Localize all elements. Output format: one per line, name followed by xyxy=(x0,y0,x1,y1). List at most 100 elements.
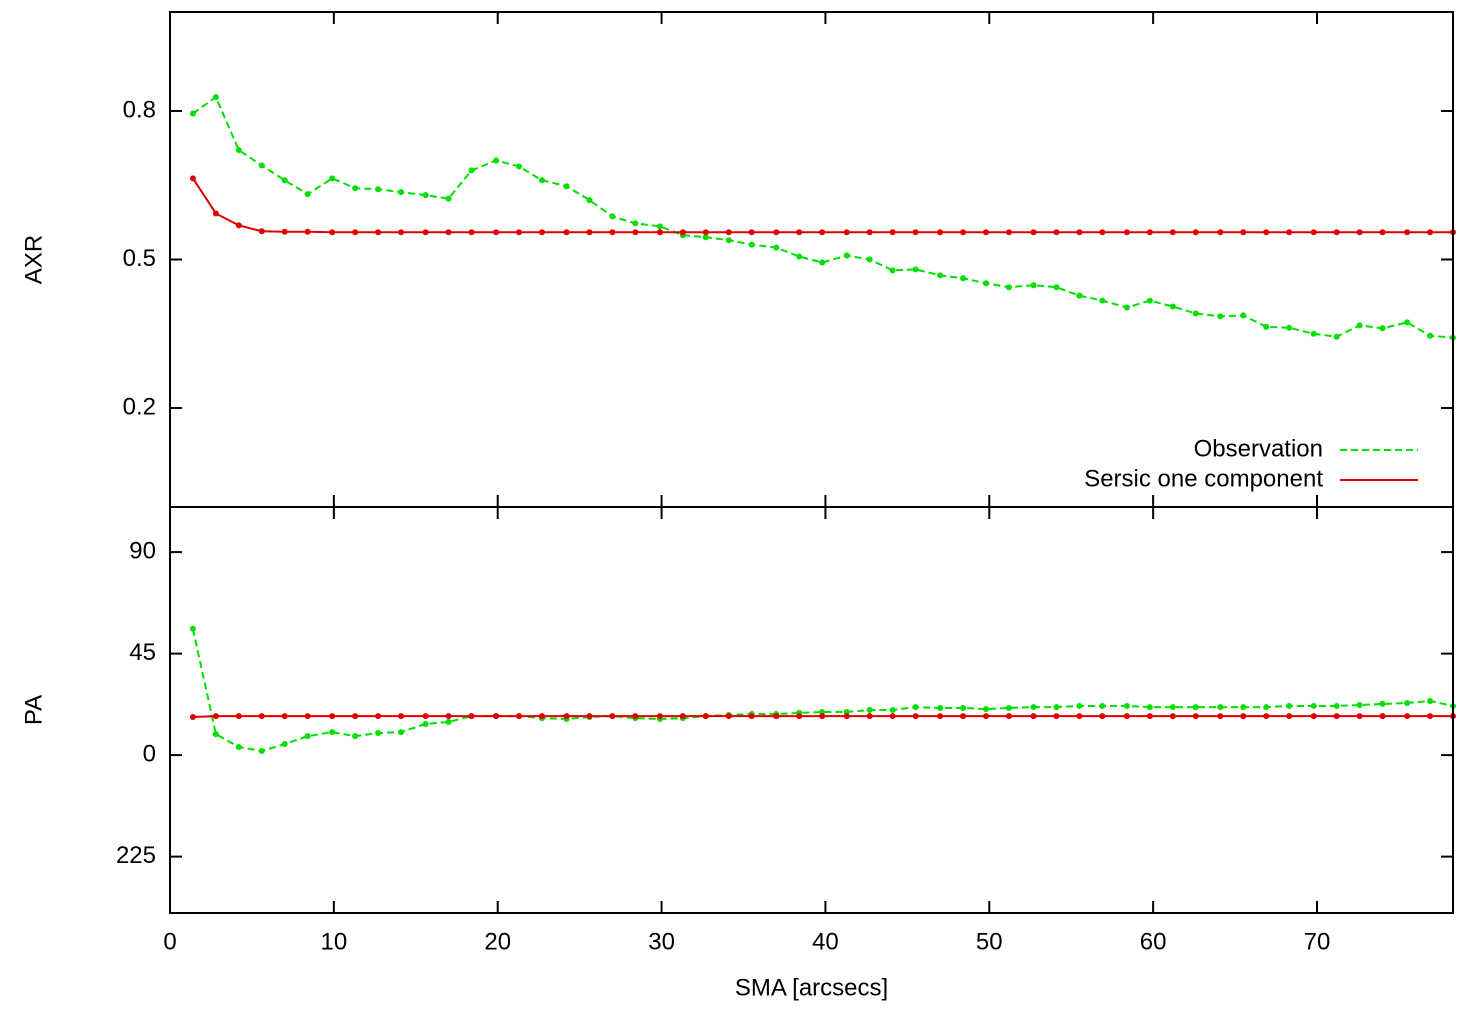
data-point xyxy=(398,729,405,736)
data-point xyxy=(773,713,780,720)
data-point xyxy=(1192,704,1199,711)
data-point xyxy=(912,704,919,711)
data-point xyxy=(1192,310,1199,317)
data-point xyxy=(329,729,336,736)
data-point xyxy=(1030,713,1037,720)
data-point xyxy=(281,713,288,720)
y-tick-label: 225 xyxy=(116,842,156,869)
data-point xyxy=(889,267,896,274)
data-point xyxy=(516,163,523,170)
data-point xyxy=(725,229,732,236)
data-point xyxy=(493,229,500,236)
data-point xyxy=(656,229,663,236)
data-point xyxy=(1192,713,1199,720)
data-point xyxy=(212,94,219,101)
data-point xyxy=(937,229,944,236)
data-point xyxy=(1123,702,1130,709)
data-point xyxy=(304,713,311,720)
y-tick-label: 45 xyxy=(129,639,156,666)
data-point xyxy=(1263,323,1270,330)
x-tick-label: 0 xyxy=(163,928,176,955)
data-point xyxy=(1427,697,1434,704)
data-point xyxy=(1379,700,1386,707)
data-point xyxy=(1286,713,1293,720)
data-point xyxy=(889,229,896,236)
x-tick-label: 10 xyxy=(321,928,348,955)
data-point xyxy=(281,177,288,184)
data-point xyxy=(329,713,336,720)
data-point xyxy=(352,733,359,740)
data-point xyxy=(796,713,803,720)
data-point xyxy=(1240,713,1247,720)
data-point xyxy=(609,213,616,220)
data-point xyxy=(866,713,873,720)
data-point xyxy=(937,713,944,720)
data-point xyxy=(1404,700,1411,707)
data-point xyxy=(235,713,242,720)
data-point xyxy=(258,748,265,755)
data-point xyxy=(1333,702,1340,709)
data-point xyxy=(1217,229,1224,236)
data-point xyxy=(1053,713,1060,720)
data-point xyxy=(352,185,359,192)
data-point xyxy=(1099,713,1106,720)
data-point xyxy=(773,229,780,236)
data-point xyxy=(937,704,944,711)
data-point xyxy=(773,244,780,251)
data-point xyxy=(375,730,382,737)
data-point xyxy=(1169,303,1176,310)
data-point xyxy=(889,707,896,713)
data-point xyxy=(445,195,452,202)
data-point xyxy=(1169,229,1176,236)
data-point xyxy=(983,713,990,720)
data-point xyxy=(960,704,967,711)
data-point xyxy=(819,229,826,236)
data-point xyxy=(1099,297,1106,304)
data-point xyxy=(468,713,475,720)
data-point xyxy=(1356,713,1363,720)
data-point xyxy=(1427,229,1434,236)
data-point xyxy=(235,222,242,229)
data-point xyxy=(702,234,709,241)
data-point xyxy=(445,718,452,725)
data-point xyxy=(445,713,452,720)
data-point xyxy=(679,713,686,720)
data-point xyxy=(748,241,755,248)
data-point xyxy=(304,191,311,198)
data-point xyxy=(375,186,382,193)
data-point xyxy=(304,228,311,235)
data-point xyxy=(1169,704,1176,711)
y-tick-label: 0.5 xyxy=(123,245,156,272)
data-point xyxy=(422,192,429,199)
data-point xyxy=(1356,322,1363,329)
data-point xyxy=(819,259,826,266)
data-point xyxy=(563,183,570,190)
data-point xyxy=(1310,713,1317,720)
data-line xyxy=(192,177,1453,234)
x-tick-label: 40 xyxy=(812,928,839,955)
data-point xyxy=(1076,292,1083,299)
data-point xyxy=(656,713,663,720)
data-point xyxy=(1053,704,1060,711)
data-point xyxy=(1146,229,1153,236)
data-point xyxy=(1217,313,1224,320)
data-point xyxy=(1404,229,1411,236)
x-tick-label: 70 xyxy=(1304,928,1331,955)
data-point xyxy=(1005,229,1012,236)
data-point xyxy=(983,229,990,236)
data-point xyxy=(212,713,219,720)
data-point xyxy=(1123,304,1130,311)
data-point xyxy=(352,229,359,236)
y-tick-label: 0 xyxy=(143,740,156,767)
data-point xyxy=(1310,229,1317,236)
data-point xyxy=(189,625,196,632)
data-point xyxy=(1076,229,1083,236)
data-point xyxy=(1263,229,1270,236)
data-point xyxy=(563,229,570,236)
data-point xyxy=(1123,229,1130,236)
y-axis-label: PA xyxy=(20,695,47,725)
x-tick-label: 30 xyxy=(648,928,675,955)
data-point xyxy=(632,713,639,720)
data-point xyxy=(796,229,803,236)
